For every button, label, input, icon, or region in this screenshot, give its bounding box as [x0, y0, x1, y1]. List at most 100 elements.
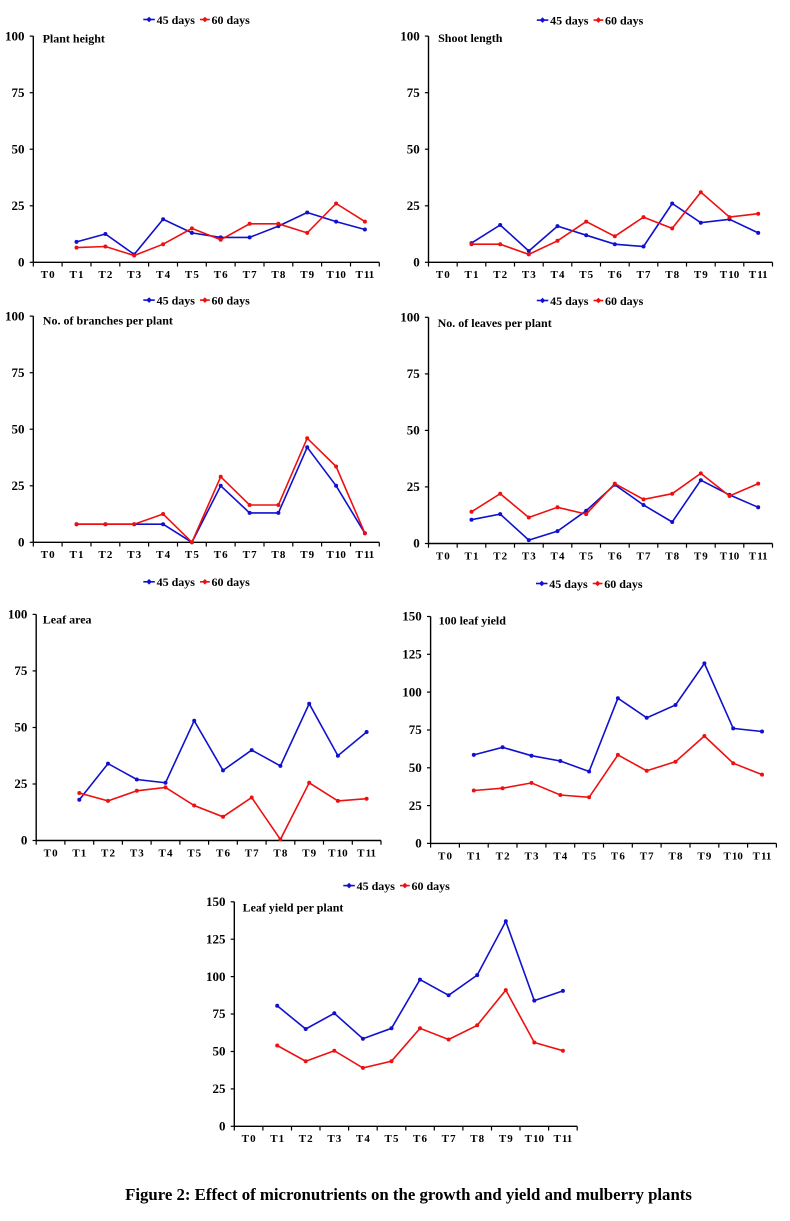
svg-text:T9: T9	[697, 850, 711, 862]
svg-text:0: 0	[219, 1119, 226, 1134]
svg-text:50: 50	[407, 141, 420, 156]
svg-text:T11: T11	[753, 850, 772, 862]
svg-text:75: 75	[407, 366, 421, 381]
svg-text:0: 0	[413, 255, 420, 270]
svg-text:T8: T8	[271, 549, 285, 561]
svg-text:T1: T1	[70, 549, 84, 561]
svg-text:T8: T8	[470, 1133, 484, 1145]
svg-text:Shoot length: Shoot length	[438, 31, 503, 45]
svg-text:60 days: 60 days	[604, 577, 643, 591]
svg-text:T1: T1	[465, 269, 479, 281]
svg-text:T5: T5	[185, 269, 199, 281]
svg-text:T0: T0	[436, 550, 450, 562]
svg-text:50: 50	[409, 760, 422, 775]
svg-text:No. of branches per plant: No. of branches per plant	[43, 314, 173, 328]
svg-text:T2: T2	[98, 549, 112, 561]
svg-text:T10: T10	[326, 269, 346, 281]
svg-text:0: 0	[21, 833, 28, 848]
svg-text:75: 75	[407, 85, 421, 100]
svg-text:T7: T7	[637, 550, 651, 562]
svg-text:60 days: 60 days	[412, 879, 451, 893]
svg-text:100 leaf yield: 100 leaf yield	[439, 614, 507, 628]
svg-text:T5: T5	[185, 549, 199, 561]
svg-text:T10: T10	[720, 550, 740, 562]
svg-text:T11: T11	[355, 269, 374, 281]
svg-text:T11: T11	[749, 269, 768, 281]
svg-text:T1: T1	[270, 1133, 284, 1145]
svg-text:25: 25	[213, 1081, 227, 1096]
svg-text:50: 50	[12, 421, 25, 436]
svg-text:50: 50	[14, 720, 27, 735]
svg-text:T4: T4	[551, 550, 565, 562]
svg-text:45 days: 45 days	[549, 577, 588, 591]
svg-text:0: 0	[413, 536, 420, 551]
svg-text:Plant height: Plant height	[43, 32, 105, 46]
svg-text:T9: T9	[300, 269, 314, 281]
svg-text:125: 125	[206, 931, 226, 946]
svg-text:T7: T7	[442, 1133, 456, 1145]
svg-text:T3: T3	[327, 1133, 341, 1145]
svg-text:T6: T6	[413, 1133, 427, 1145]
svg-text:T7: T7	[640, 850, 654, 862]
svg-text:T10: T10	[525, 1133, 545, 1145]
svg-text:75: 75	[12, 85, 26, 100]
svg-text:T4: T4	[156, 269, 170, 281]
svg-text:60 days: 60 days	[605, 13, 644, 27]
svg-text:T8: T8	[665, 269, 679, 281]
svg-text:Leaf area: Leaf area	[43, 613, 92, 627]
svg-text:T2: T2	[299, 1133, 313, 1145]
svg-text:T0: T0	[438, 850, 452, 862]
svg-text:T6: T6	[611, 850, 625, 862]
svg-text:0: 0	[415, 836, 422, 851]
svg-text:T8: T8	[665, 550, 679, 562]
svg-text:T0: T0	[242, 1133, 256, 1145]
svg-text:25: 25	[407, 479, 421, 494]
svg-text:100: 100	[5, 308, 25, 323]
svg-text:100: 100	[8, 607, 28, 622]
svg-text:T11: T11	[749, 550, 768, 562]
svg-text:T6: T6	[214, 549, 228, 561]
svg-text:Figure 2: Effect of micronutri: Figure 2: Effect of micronutrients on th…	[125, 1185, 692, 1204]
svg-text:T5: T5	[579, 550, 593, 562]
svg-text:T11: T11	[355, 549, 374, 561]
svg-text:T2: T2	[98, 269, 112, 281]
svg-text:T3: T3	[127, 269, 141, 281]
svg-text:T3: T3	[127, 549, 141, 561]
svg-text:T7: T7	[637, 269, 651, 281]
svg-text:45 days: 45 days	[357, 879, 396, 893]
svg-text:T2: T2	[101, 847, 115, 859]
svg-text:45 days: 45 days	[157, 13, 196, 27]
svg-text:T8: T8	[669, 850, 683, 862]
svg-text:45 days: 45 days	[550, 13, 589, 27]
svg-text:50: 50	[12, 141, 25, 156]
svg-text:T4: T4	[356, 1133, 370, 1145]
svg-text:T4: T4	[156, 549, 170, 561]
svg-text:T1: T1	[467, 850, 481, 862]
svg-text:T0: T0	[41, 269, 55, 281]
svg-text:25: 25	[407, 198, 421, 213]
svg-text:100: 100	[400, 28, 420, 43]
svg-text:T2: T2	[496, 850, 510, 862]
svg-text:T9: T9	[694, 550, 708, 562]
svg-text:Leaf yield per plant: Leaf yield per plant	[243, 900, 344, 914]
svg-text:T6: T6	[216, 847, 230, 859]
svg-text:T6: T6	[608, 550, 622, 562]
svg-text:25: 25	[12, 478, 26, 493]
svg-text:100: 100	[400, 310, 420, 325]
svg-text:45 days: 45 days	[157, 293, 196, 307]
svg-text:T3: T3	[525, 850, 539, 862]
svg-text:T9: T9	[300, 549, 314, 561]
svg-text:T5: T5	[579, 269, 593, 281]
svg-text:T10: T10	[720, 269, 740, 281]
svg-text:T3: T3	[130, 847, 144, 859]
svg-text:T9: T9	[302, 847, 316, 859]
svg-text:T5: T5	[187, 847, 201, 859]
svg-text:150: 150	[206, 894, 226, 909]
svg-text:45 days: 45 days	[550, 294, 589, 308]
svg-text:T2: T2	[493, 269, 507, 281]
svg-text:T7: T7	[245, 847, 259, 859]
svg-text:25: 25	[12, 198, 26, 213]
svg-text:T8: T8	[273, 847, 287, 859]
svg-text:75: 75	[409, 722, 423, 737]
svg-text:125: 125	[402, 647, 422, 662]
